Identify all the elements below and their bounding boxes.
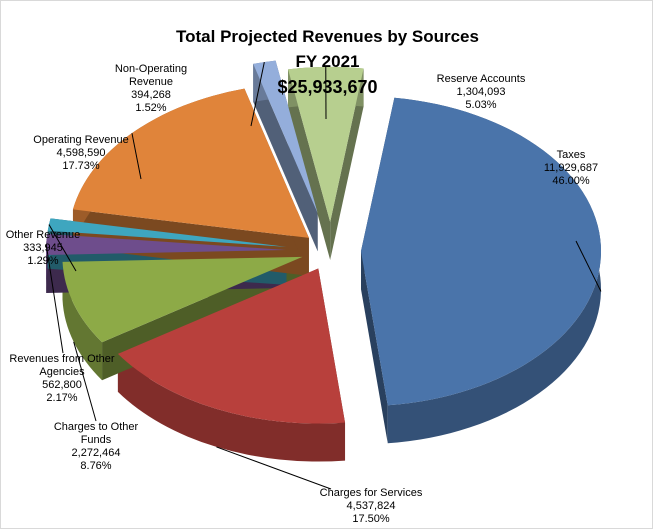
label-percent: 17.73% [62,160,100,172]
label-value: 4,537,824 [346,500,396,512]
label-value: 2,272,464 [71,447,121,459]
label-value: 394,268 [131,89,171,101]
data-label: Operating Revenue 4,598,590 17.73% [21,134,141,173]
slice-top [253,60,318,214]
data-label: Reserve Accounts 1,304,093 5.03% [426,73,536,112]
label-name: Revenues from Other Agencies [9,353,115,378]
label-value: 562,800 [42,379,82,391]
slice-top [47,218,287,247]
data-label: Non-Operating Revenue 394,268 1.52% [106,63,196,115]
label-percent: 46.00% [552,175,590,187]
label-value: 333,945 [23,242,63,254]
slice-wall [62,261,103,381]
leader-line [48,224,77,272]
label-percent: 1.52% [135,102,167,114]
label-name: Reserve Accounts [436,73,526,85]
data-label: Revenues from Other Agencies 562,800 2.17% [6,353,118,405]
label-percent: 5.03% [465,99,497,111]
label-percent: 8.76% [80,460,112,472]
data-label: Charges for Services 4,537,824 17.50% [306,487,436,526]
slice-top [46,233,287,255]
label-name: Other Revenue [5,229,81,241]
slice-wall [117,353,346,462]
leader-line [250,61,265,127]
slice-top [117,268,346,424]
slice-top [288,66,364,222]
label-name: Non-Operating Revenue [114,63,188,88]
data-label: Charges to Other Funds 2,272,464 8.76% [46,421,146,473]
chart-title: Total Projected Revenues by Sources [176,27,479,46]
chart-subtitle: FY 2021 [295,52,360,71]
label-percent: 1.29% [27,255,59,267]
slice-top [360,97,601,406]
slice-side [330,68,364,260]
data-label: Taxes 11,929,687 46.00% [521,149,621,188]
leader-line [575,240,602,292]
label-name: Charges for Services [319,487,423,499]
label-value: 1,304,093 [456,86,506,98]
label-name: Operating Revenue [33,134,129,146]
slice-side [360,251,388,444]
label-name: Charges to Other Funds [53,421,139,446]
leader-line [131,133,142,180]
label-value: 11,929,687 [543,162,599,174]
slice-top [72,88,309,238]
slice-top [62,256,303,343]
leader-line [73,341,97,422]
chart-total: $25,933,670 [277,77,378,97]
leader-line [216,446,332,490]
slice-side [288,69,331,260]
label-value: 4,598,590 [56,147,106,159]
data-label: Other Revenue 333,945 1.29% [3,229,83,268]
label-name: Taxes [556,149,586,161]
slice-tops [46,60,601,424]
slice-side [253,63,318,252]
label-percent: 17.50% [352,513,390,525]
label-percent: 2.17% [46,392,78,404]
leader-line [45,244,64,354]
